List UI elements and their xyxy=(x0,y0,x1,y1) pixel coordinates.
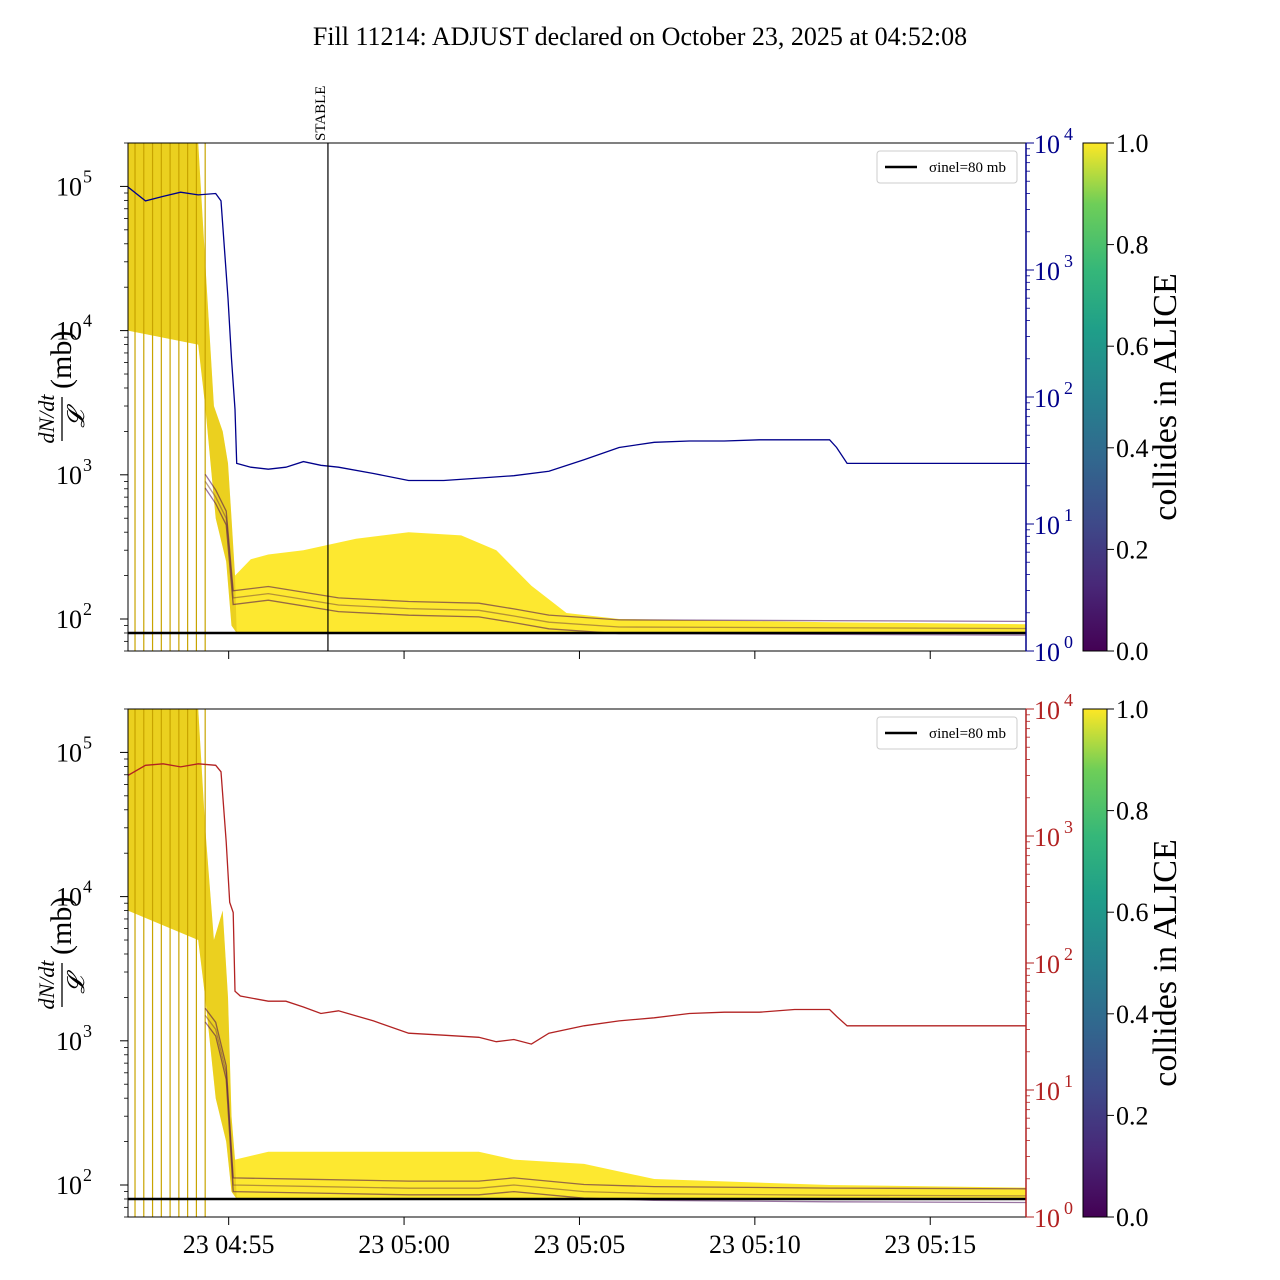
y-tick-exponent-1: 3 xyxy=(83,455,92,475)
legend-box xyxy=(876,150,1018,184)
dark-trajectory-0 xyxy=(204,1021,1026,1204)
colorbar xyxy=(1082,708,1108,1218)
trajectory-band xyxy=(128,709,1026,1199)
y-tick-exponent-1: 3 xyxy=(83,1021,92,1041)
trajectory-band xyxy=(128,143,1026,633)
y-tick-label-3: 10 xyxy=(56,738,82,767)
right-tick-label-0: 10 xyxy=(1034,1204,1060,1233)
y-tick-label-2: 10 xyxy=(56,883,82,912)
y-label-unit: (mb) xyxy=(45,331,78,389)
x-tick-label-2: 23 05:05 xyxy=(534,1230,626,1259)
dense-region xyxy=(128,143,237,633)
legend-box xyxy=(876,716,1018,750)
right-tick-label-4: 10 xyxy=(1034,696,1060,725)
x-tick-label-3: 23 05:10 xyxy=(709,1230,801,1259)
dark-trajectory-1 xyxy=(204,1015,1026,1197)
right-tick-exponent-4: 4 xyxy=(1064,124,1073,144)
y-tick-exponent-2: 4 xyxy=(83,877,92,897)
y-tick-label-0: 10 xyxy=(56,1171,82,1200)
colorbar xyxy=(1082,142,1108,652)
colorbar-tick-label-1: 0.2 xyxy=(1116,1101,1149,1130)
dark-trajectory-0 xyxy=(204,487,1026,636)
y-tick-label-2: 10 xyxy=(56,317,82,346)
y-axis-label: dN/dt 𝓛 (mb) xyxy=(34,897,90,1010)
legend-label: σinel=80 mb xyxy=(929,160,1006,176)
colorbar-tick-label-3: 0.6 xyxy=(1116,332,1149,361)
right-tick-label-3: 10 xyxy=(1034,257,1060,286)
right-tick-exponent-1: 1 xyxy=(1064,505,1073,525)
right-tick-label-1: 10 xyxy=(1034,1077,1060,1106)
y-label-denominator: 𝓛 xyxy=(64,970,90,994)
y-label-unit: (mb) xyxy=(45,897,78,955)
y-label-numerator: dN/dt xyxy=(34,960,59,1010)
right-tick-label-2: 10 xyxy=(1034,384,1060,413)
y-label-numerator: dN/dt xyxy=(34,394,59,444)
colorbar-label: collides in ALICE xyxy=(1147,839,1184,1086)
dark-trajectory-2 xyxy=(204,473,1026,623)
y-tick-exponent-0: 2 xyxy=(83,599,92,619)
right-tick-exponent-3: 3 xyxy=(1064,251,1073,271)
right-axis-series xyxy=(128,763,1026,1045)
y-tick-exponent-3: 5 xyxy=(83,732,92,752)
colorbar-tick-label-0: 0.0 xyxy=(1116,1203,1149,1232)
y-tick-exponent-2: 4 xyxy=(83,311,92,331)
right-tick-label-4: 10 xyxy=(1034,130,1060,159)
right-tick-exponent-0: 0 xyxy=(1064,1198,1073,1218)
colorbar-tick-label-3: 0.6 xyxy=(1116,898,1149,927)
y-tick-exponent-3: 5 xyxy=(83,166,92,186)
right-tick-exponent-2: 2 xyxy=(1064,944,1073,964)
colorbar-tick-label-1: 0.2 xyxy=(1116,535,1149,564)
chart-title: Fill 11214: ADJUST declared on October 2… xyxy=(313,22,967,51)
right-tick-label-1: 10 xyxy=(1034,511,1060,540)
right-tick-exponent-0: 0 xyxy=(1064,632,1073,652)
y-tick-label-1: 10 xyxy=(56,1027,82,1056)
colorbar-tick-label-4: 0.8 xyxy=(1116,797,1149,826)
dark-trajectory-2 xyxy=(204,1007,1026,1190)
right-tick-exponent-3: 3 xyxy=(1064,817,1073,837)
colorbar-label: collides in ALICE xyxy=(1147,273,1184,520)
colorbar-tick-label-5: 1.0 xyxy=(1116,129,1149,158)
x-tick-label-1: 23 05:00 xyxy=(358,1230,450,1259)
panel-bottom: 10 210 310 410 510 010 110 210 310 423 04:55 23 05… xyxy=(34,690,1184,1259)
y-tick-exponent-0: 2 xyxy=(83,1165,92,1185)
right-tick-exponent-4: 4 xyxy=(1064,690,1073,710)
dense-region xyxy=(128,709,237,1199)
plot-frame xyxy=(127,708,1027,1218)
right-tick-exponent-1: 1 xyxy=(1064,1071,1073,1091)
right-tick-label-3: 10 xyxy=(1034,823,1060,852)
y-tick-label-3: 10 xyxy=(56,172,82,201)
plot-area xyxy=(128,709,1026,1217)
y-tick-label-1: 10 xyxy=(56,461,82,490)
colorbar-tick-label-0: 0.0 xyxy=(1116,637,1149,666)
right-axis-series xyxy=(128,186,1026,482)
plot-area xyxy=(128,143,1026,651)
y-label-denominator: 𝓛 xyxy=(64,404,90,428)
dark-trajectory-1 xyxy=(204,481,1026,630)
right-tick-label-2: 10 xyxy=(1034,950,1060,979)
x-tick-label-4: 23 05:15 xyxy=(884,1230,976,1259)
x-tick-label-0: 23 04:55 xyxy=(183,1230,275,1259)
y-axis-label: dN/dt 𝓛 (mb) xyxy=(34,331,90,444)
colorbar-tick-label-2: 0.4 xyxy=(1116,1000,1149,1029)
right-tick-label-0: 10 xyxy=(1034,638,1060,667)
colorbar-tick-label-4: 0.8 xyxy=(1116,231,1149,260)
legend-label: σinel=80 mb xyxy=(929,726,1006,742)
y-tick-label-0: 10 xyxy=(56,605,82,634)
colorbar-tick-label-5: 1.0 xyxy=(1116,695,1149,724)
stable-marker-label: STABLE xyxy=(313,86,329,141)
right-tick-exponent-2: 2 xyxy=(1064,378,1073,398)
colorbar-tick-label-2: 0.4 xyxy=(1116,434,1149,463)
